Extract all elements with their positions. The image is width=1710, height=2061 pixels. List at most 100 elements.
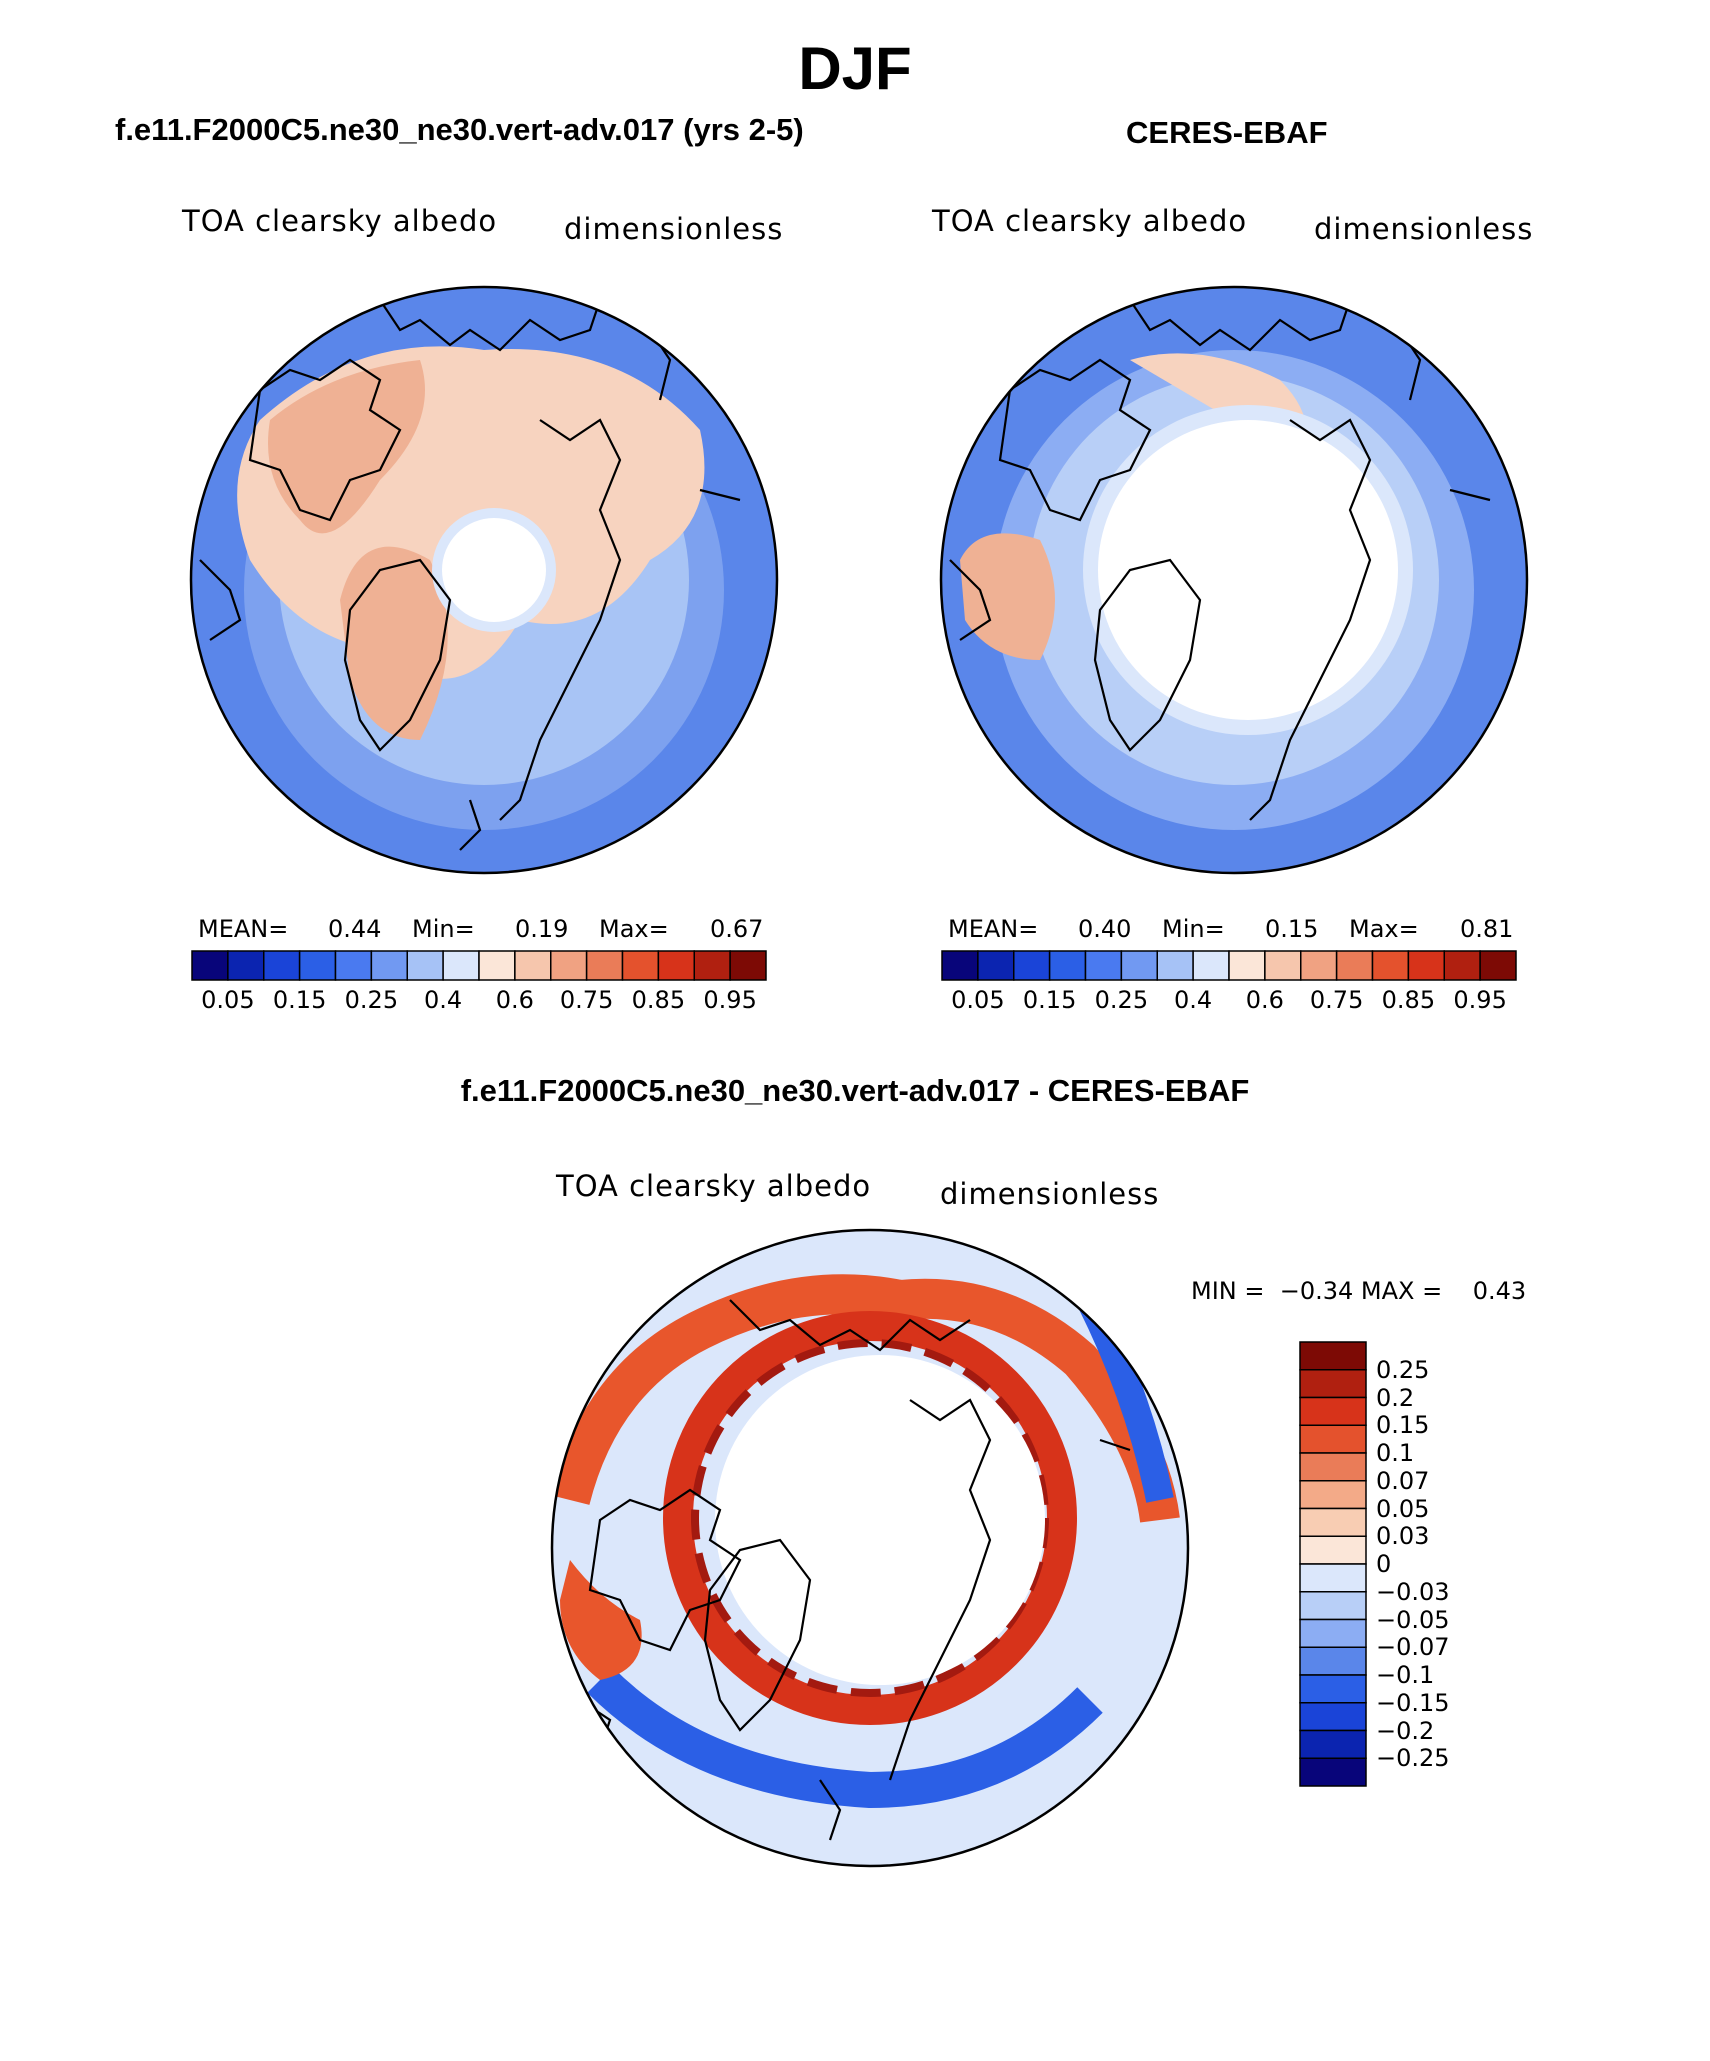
mean-label: MEAN= [948,915,1039,943]
colorbar-swatch [191,950,229,981]
colorbar-swatch [550,950,588,981]
colorbar-tick-label: 0.07 [1376,1466,1430,1495]
model-colorbar [191,950,767,981]
colorbar-tick-label: 0.2 [1376,1383,1415,1412]
max-value: 0.81 [1460,915,1514,943]
colorbar-swatch [1299,1369,1367,1399]
max-label: Max= [1349,915,1419,943]
colorbar-swatch [1299,1341,1367,1371]
land-albedo-region [268,360,425,534]
colorbar-tick-label: 0.05 [201,986,255,1014]
obs-polar-map [939,285,1529,875]
colorbar-swatch [298,950,337,981]
colorbar-swatch [1299,1452,1367,1482]
colorbar-swatch [1228,950,1266,981]
colorbar-swatch [941,950,979,981]
colorbar-swatch [1299,1480,1367,1510]
colorbar-tick-label: 0.75 [1309,986,1364,1014]
colorbar-swatch [514,950,552,981]
polar-gap [715,1355,1045,1685]
colorbar-tick-label: 0.6 [1245,986,1284,1014]
obs-colorbar [941,950,1517,981]
model-units-label: dimensionless [564,212,784,246]
colorbar-swatch [406,950,444,981]
mean-label: MEAN= [198,915,289,943]
colorbar-swatch [1299,1396,1367,1426]
obs-panel-title: CERES-EBAF [1126,115,1328,150]
diff-ring-dashed [691,1339,1049,1697]
min-label: Min= [1162,915,1225,943]
colorbar-tick-label: 0.4 [1174,986,1213,1014]
colorbar-swatch [1048,950,1087,981]
diff-polar-map [550,1228,1190,1868]
colorbar-tick-label: 0.85 [631,986,686,1014]
colorbar-swatch [729,950,767,981]
colorbar-tick-label: −0.1 [1376,1661,1435,1689]
mean-value: 0.44 [328,915,382,943]
polar-gap [442,518,546,622]
colorbar-swatch [1299,1535,1367,1565]
colorbar-swatch [478,950,516,981]
diff-variable-label: TOA clearsky albedo [556,1169,872,1203]
colorbar-swatch [1479,950,1517,981]
colorbar-swatch [1156,950,1194,981]
colorbar-tick-label: 0.95 [703,986,757,1014]
obs-variable-label: TOA clearsky albedo [932,204,1248,238]
colorbar-swatch [1300,950,1338,981]
colorbar-tick-label: 0.1 [1376,1439,1415,1467]
colorbar-tick-label: 0.25 [1094,986,1149,1014]
colorbar-swatch [1299,1646,1367,1676]
colorbar-swatch [1084,950,1123,981]
coastlines [199,299,741,851]
max-label: Max= [599,915,669,943]
colorbar-swatch [227,950,265,981]
land-albedo-region [960,533,1055,660]
map-border [189,285,779,875]
mean-value: 0.40 [1078,915,1132,943]
colorbar-tick-label: 0.15 [1022,986,1077,1014]
colorbar-swatch [657,950,695,981]
colorbar-tick-label: 0.95 [1453,986,1507,1014]
min-label: Min= [412,915,475,943]
model-polar-map [189,285,779,875]
diff-negative-band [587,1667,1103,1809]
obs-units-label: dimensionless [1314,212,1534,246]
colorbar-swatch [1335,950,1374,981]
model-variable-label: TOA clearsky albedo [182,204,498,238]
colorbar-swatch [1299,1591,1367,1621]
diff-colorbar [1299,1341,1367,1787]
colorbar-swatch [1371,950,1410,981]
colorbar-swatch [1299,1729,1367,1759]
page-title: DJF [798,35,912,102]
colorbar-tick-label: 0.85 [1381,986,1436,1014]
colorbar-swatch [1264,950,1302,981]
colorbar-swatch [334,950,373,981]
greenland-region [340,546,448,740]
diff-minmax: MIN = −0.34 MAX = 0.43 [1191,1277,1527,1305]
diff-units-label: dimensionless [940,1177,1160,1211]
colorbar-swatch [1299,1618,1367,1648]
colorbar-tick-label: 0.6 [495,986,534,1014]
colorbar-tick-label: 0.4 [424,986,463,1014]
colorbar-swatch [442,950,480,981]
colorbar-tick-label: 0 [1376,1550,1392,1578]
diff-panel-title: f.e11.F2000C5.ne30_ne30.vert-adv.017 - C… [460,1073,1250,1108]
colorbar-tick-label: −0.03 [1376,1577,1450,1606]
max-value: 0.67 [710,915,764,943]
colorbar-swatch [585,950,624,981]
colorbar-swatch [1013,950,1051,981]
colorbar-tick-label: 0.25 [1376,1355,1430,1384]
colorbar-swatch [1299,1507,1367,1537]
colorbar-swatch [693,950,731,981]
min-value: 0.15 [1265,915,1319,943]
colorbar-tick-label: −0.07 [1376,1633,1450,1662]
min-value: 0.19 [515,915,569,943]
colorbar-swatch [621,950,660,981]
colorbar-tick-label: −0.25 [1376,1744,1450,1773]
colorbar-swatch [1407,950,1445,981]
colorbar-tick-label: 0.03 [1376,1522,1430,1551]
polar-gap [1098,420,1398,720]
diff-positive-patch [560,1560,642,1680]
colorbar-swatch [1299,1424,1367,1454]
colorbar-tick-label: −0.2 [1376,1716,1435,1745]
